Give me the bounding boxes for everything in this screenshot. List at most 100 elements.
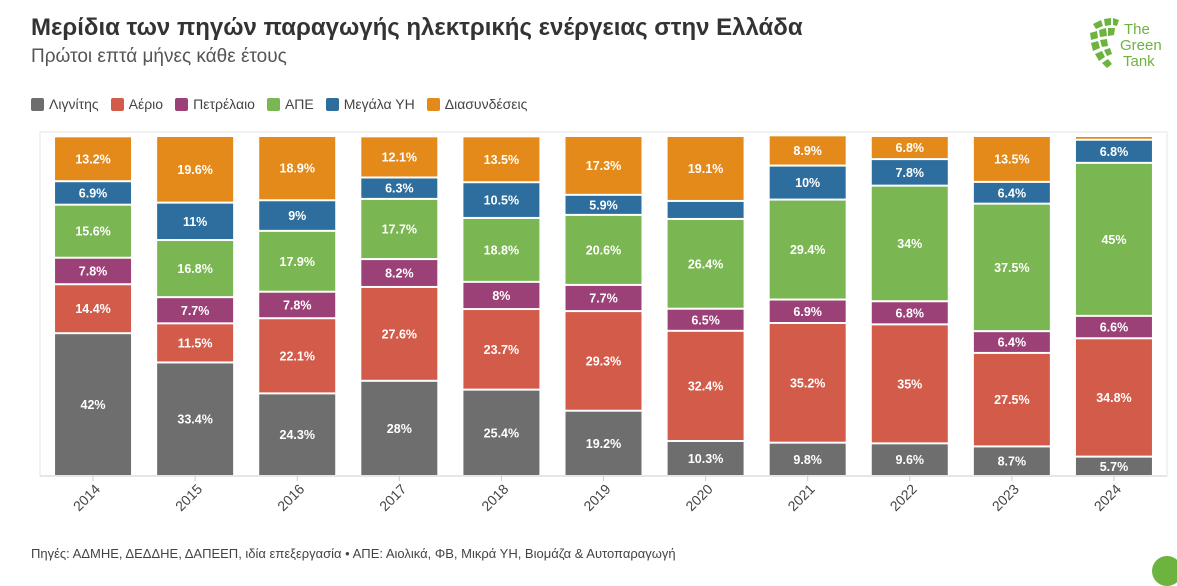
bar-segment[interactable] [973, 137, 1050, 181]
bar-segment[interactable] [1075, 163, 1152, 315]
bar-segment[interactable] [1075, 140, 1152, 162]
bar-segment[interactable] [1075, 316, 1152, 338]
bar-segment[interactable] [361, 381, 438, 475]
legend-item[interactable]: Πετρέλαιο [175, 96, 255, 112]
bar-segment[interactable] [157, 137, 234, 202]
data-label: 10% [795, 176, 820, 190]
bar-segment[interactable] [259, 394, 336, 475]
x-tick-label: 2021 [784, 481, 817, 514]
bar-segment[interactable] [463, 218, 540, 281]
bar-segment[interactable] [157, 241, 234, 297]
legend-item[interactable]: Μεγάλα ΥΗ [325, 96, 415, 112]
bar-segment[interactable] [667, 309, 744, 330]
bar-segment[interactable] [769, 136, 846, 165]
bar-segment[interactable] [55, 137, 132, 181]
data-label: 9.6% [896, 453, 925, 467]
legend-label: Μεγάλα ΥΗ [343, 96, 415, 112]
data-label: 29.3% [586, 354, 621, 368]
data-label: 6.8% [896, 306, 925, 320]
legend-item[interactable]: ΑΠΕ [266, 96, 314, 112]
legend-swatch [175, 97, 189, 111]
bar-segment[interactable] [259, 319, 336, 393]
bar-segment[interactable] [565, 285, 642, 311]
data-label: 32.4% [688, 379, 723, 393]
data-label: 6.5% [691, 313, 720, 327]
bar-segment[interactable] [871, 137, 948, 159]
bar-segment[interactable] [463, 183, 540, 217]
bar-segment[interactable] [157, 298, 234, 323]
bar-segment[interactable] [565, 137, 642, 194]
bar-segment[interactable] [667, 219, 744, 308]
bar-segment[interactable] [769, 166, 846, 199]
bar-segment[interactable] [157, 324, 234, 362]
bar-segment[interactable] [259, 292, 336, 318]
bar-segment[interactable] [361, 287, 438, 380]
data-label: 16.8% [177, 262, 212, 276]
bar-segment[interactable] [871, 160, 948, 185]
bar-segment[interactable] [55, 258, 132, 284]
bar-segment[interactable] [667, 137, 744, 200]
bar-segment[interactable] [1075, 339, 1152, 456]
bar-segment[interactable] [769, 324, 846, 442]
bar-segment[interactable] [565, 195, 642, 214]
bar-segment[interactable] [463, 282, 540, 309]
legend-item[interactable]: Διασυνδέσεις [426, 96, 527, 112]
bar-segment[interactable] [667, 201, 744, 218]
bar-segment[interactable] [565, 312, 642, 410]
data-label: 42% [81, 398, 106, 412]
data-label: 19.2% [586, 437, 621, 451]
bar-segment[interactable] [769, 300, 846, 322]
bar-segment[interactable] [463, 137, 540, 182]
help-bubble-icon[interactable] [1152, 556, 1177, 586]
bar-segment[interactable] [1075, 457, 1152, 475]
bar-segment[interactable] [565, 215, 642, 284]
bar-segment[interactable] [55, 334, 132, 475]
bar-segment[interactable] [463, 310, 540, 389]
bar-segment[interactable] [871, 186, 948, 301]
bar-segment[interactable] [769, 443, 846, 475]
data-label: 13.5% [994, 152, 1029, 166]
bar-segment[interactable] [973, 447, 1050, 475]
data-label: 24.3% [280, 428, 315, 442]
bar-segment[interactable] [361, 178, 438, 198]
bar-segment[interactable] [565, 411, 642, 475]
bar-segment[interactable] [463, 390, 540, 475]
data-label: 6.3% [385, 182, 414, 196]
the-green-tank-logo[interactable]: The Green Tank [1087, 16, 1167, 80]
legend-item[interactable]: Αέριο [110, 96, 163, 112]
bar-segment[interactable] [55, 182, 132, 204]
bar-segment[interactable] [973, 204, 1050, 331]
data-label: 34% [897, 237, 922, 251]
data-label: 7.8% [283, 298, 312, 312]
bar-segment[interactable] [55, 205, 132, 257]
data-label: 26.4% [688, 257, 723, 271]
bar-segment[interactable] [871, 325, 948, 443]
bar-segment[interactable] [973, 332, 1050, 352]
bar-segment[interactable] [1075, 137, 1152, 139]
bar-segment[interactable] [871, 444, 948, 475]
bar-segment[interactable] [259, 137, 336, 200]
bar-segment[interactable] [667, 331, 744, 440]
data-label: 34.8% [1096, 391, 1131, 405]
data-label: 18.9% [280, 162, 315, 176]
bar-segment[interactable] [157, 363, 234, 475]
data-label: 14.4% [75, 302, 110, 316]
bar-segment[interactable] [361, 137, 438, 177]
logo-text-tank: Tank [1123, 53, 1155, 70]
bar-segment[interactable] [157, 203, 234, 240]
bar-segment[interactable] [361, 260, 438, 286]
bar-segment[interactable] [55, 285, 132, 333]
bar-segment[interactable] [667, 441, 744, 475]
data-label: 5.9% [589, 198, 618, 212]
logo-text-green: Green [1120, 37, 1162, 54]
legend-item[interactable]: Λιγνίτης [31, 96, 99, 112]
bar-segment[interactable] [259, 201, 336, 230]
bar-segment[interactable] [871, 302, 948, 324]
bar-segment[interactable] [769, 200, 846, 299]
bar-segment[interactable] [973, 353, 1050, 446]
bar-segment[interactable] [259, 231, 336, 291]
legend-swatch [325, 97, 339, 111]
data-label: 22.1% [280, 349, 315, 363]
bar-segment[interactable] [361, 199, 438, 259]
bar-segment[interactable] [973, 182, 1050, 203]
